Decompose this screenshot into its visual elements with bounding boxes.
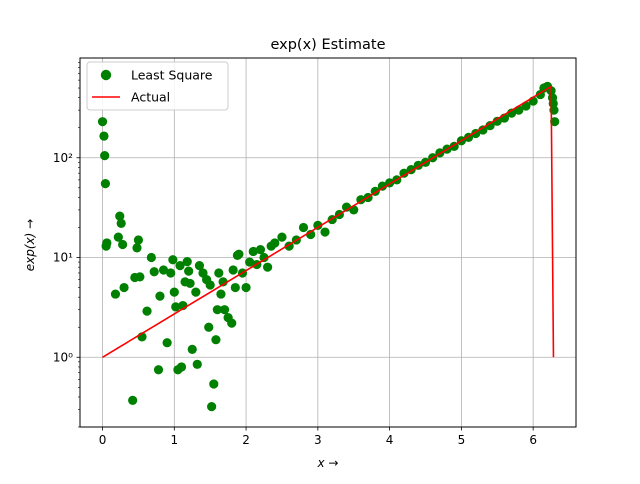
least-square-point xyxy=(245,257,255,267)
least-square-point xyxy=(146,252,156,263)
x-tick-label: 3 xyxy=(314,433,322,447)
least-square-point xyxy=(184,266,194,276)
least-square-point xyxy=(166,268,176,278)
least-square-point xyxy=(255,245,266,255)
least-square-point xyxy=(175,260,185,271)
least-square-point xyxy=(142,306,152,316)
y-tick-label: 10² xyxy=(53,151,73,165)
least-square-point xyxy=(133,235,144,245)
least-square-point xyxy=(219,305,230,315)
least-square-point xyxy=(182,257,192,267)
least-square-point xyxy=(99,131,109,141)
least-square-point xyxy=(100,179,111,189)
least-square-point xyxy=(234,249,244,259)
least-square-point xyxy=(118,239,128,250)
least-square-point xyxy=(169,287,179,297)
least-square-point xyxy=(216,289,226,299)
least-square-point xyxy=(176,362,187,372)
least-square-point xyxy=(320,227,330,237)
axes-frame xyxy=(79,57,577,428)
least-square-point xyxy=(377,181,388,191)
least-square-point xyxy=(270,238,280,248)
legend-label-actual: Actual xyxy=(131,90,170,105)
x-tick-label: 4 xyxy=(386,433,394,447)
x-tick-label: 5 xyxy=(458,433,466,447)
least-square-point xyxy=(168,255,178,265)
least-square-point xyxy=(241,282,251,293)
least-square-point xyxy=(119,282,129,293)
chart-title: exp(x) Estimate xyxy=(270,37,385,53)
least-square-point xyxy=(149,267,159,277)
least-square-point xyxy=(102,238,112,248)
x-tick-label: 2 xyxy=(242,433,250,447)
least-square-point xyxy=(298,222,309,233)
least-square-point xyxy=(116,218,126,228)
least-square-point xyxy=(478,125,488,135)
least-square-point xyxy=(485,121,495,131)
legend-marker-least-square xyxy=(100,69,112,81)
least-square-point xyxy=(97,117,108,127)
least-square-point xyxy=(153,365,164,375)
least-square-point xyxy=(277,232,287,242)
least-square-point xyxy=(135,272,145,282)
least-square-point xyxy=(132,243,142,253)
series-layer xyxy=(97,81,560,412)
legend: Least Square Actual xyxy=(86,61,229,111)
least-square-point xyxy=(187,344,197,354)
least-square-point xyxy=(171,302,181,312)
least-square-point xyxy=(399,168,409,178)
least-square-point xyxy=(205,280,215,290)
least-square-point xyxy=(158,265,169,275)
least-square-point xyxy=(100,151,110,161)
least-square-point xyxy=(115,211,125,221)
y-tick-label: 10¹ xyxy=(53,251,73,265)
least-square-point xyxy=(259,252,269,263)
least-square-point xyxy=(313,220,323,230)
least-square-point xyxy=(128,395,138,405)
y-axis-label: exp(x) → xyxy=(23,219,37,271)
legend-box xyxy=(86,61,229,111)
least-square-point xyxy=(207,402,217,412)
least-square-point xyxy=(211,335,221,345)
x-tick-label: 6 xyxy=(529,433,537,447)
y-tick-label: 10⁰ xyxy=(53,350,73,364)
x-tick-label: 0 xyxy=(99,433,107,447)
least-square-point xyxy=(192,359,202,369)
least-square-point xyxy=(212,305,222,315)
least-square-point xyxy=(550,117,560,127)
least-square-point xyxy=(185,278,195,289)
least-square-point xyxy=(209,379,219,389)
least-square-point xyxy=(155,291,165,301)
least-square-point xyxy=(230,282,240,293)
actual-line xyxy=(102,85,555,358)
least-square-point xyxy=(191,287,201,297)
x-tick-label: 1 xyxy=(170,433,178,447)
least-square-point xyxy=(263,262,273,272)
least-square-point xyxy=(227,318,237,328)
least-square-point xyxy=(214,268,224,278)
x-axis-label: x → xyxy=(317,456,339,470)
least-square-point xyxy=(218,277,228,287)
least-square-point xyxy=(492,116,502,126)
least-square-point xyxy=(113,232,123,242)
least-square-point xyxy=(194,260,205,271)
least-square-point xyxy=(204,322,214,332)
least-square-point xyxy=(110,289,121,299)
grid-layer xyxy=(80,58,576,427)
least-square-point xyxy=(248,246,258,257)
ticks-layer: 0 1 2 3 4 5 6 10⁰ 10¹ 10² xyxy=(53,62,537,447)
least-square-point xyxy=(228,265,238,275)
legend-label-least-square: Least Square xyxy=(131,68,213,83)
least-square-point xyxy=(162,338,172,348)
